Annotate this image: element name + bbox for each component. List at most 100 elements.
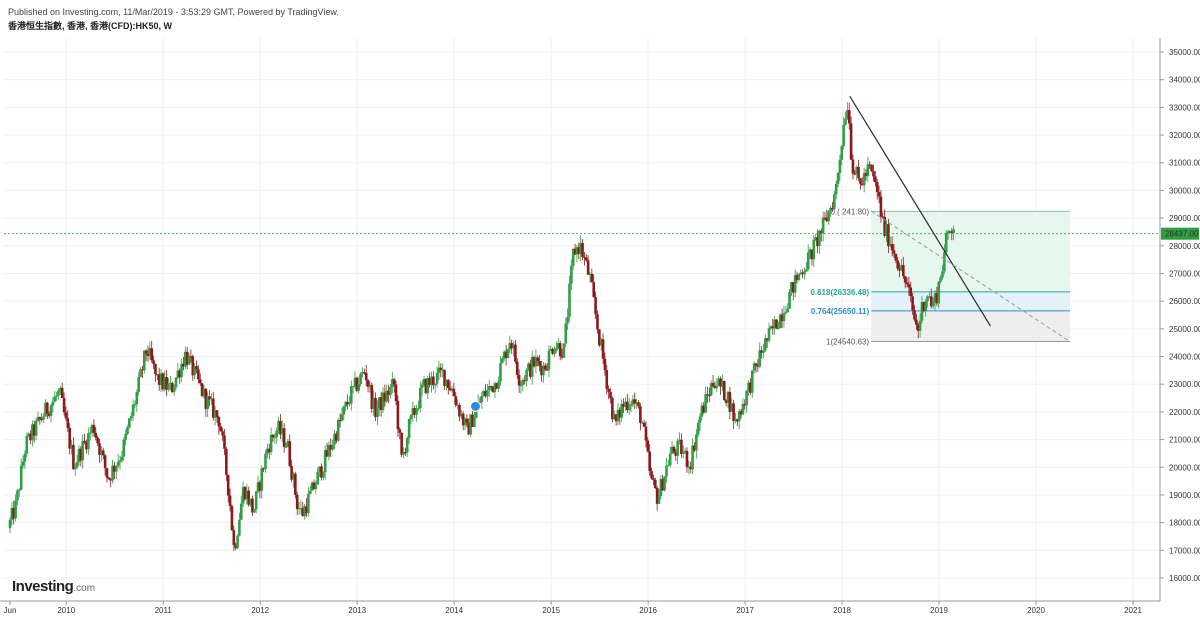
candle-body <box>510 343 513 349</box>
candle-body <box>415 408 418 415</box>
candle-body <box>182 363 185 367</box>
candle-body <box>890 244 894 251</box>
candle-body <box>879 196 883 217</box>
candle-body <box>916 324 920 331</box>
candle-body <box>926 296 929 302</box>
candle-body <box>657 496 661 504</box>
candle-body <box>363 372 366 374</box>
candle-body <box>355 377 359 391</box>
candle-body <box>129 416 133 419</box>
candle-body <box>601 339 605 359</box>
candle-body <box>57 390 60 396</box>
candle-body <box>713 385 717 388</box>
x-tick-label: 2013 <box>348 606 366 615</box>
candle-body <box>176 370 180 378</box>
y-tick-label: 28000.00 <box>1169 242 1200 251</box>
candle-body <box>187 356 191 365</box>
candle-body <box>909 287 913 297</box>
candle-body <box>737 411 741 422</box>
candle-body <box>803 271 806 275</box>
candle-body <box>695 434 698 451</box>
x-tick-label: Jun <box>4 606 17 615</box>
candle-body <box>245 490 249 500</box>
candle-body <box>769 326 773 329</box>
candle-body <box>952 229 955 233</box>
candle-body <box>159 373 163 385</box>
candle-body <box>791 282 795 293</box>
candle-body <box>90 425 94 433</box>
candle-body <box>708 395 711 397</box>
candle-body <box>588 273 592 275</box>
candle-body <box>335 433 338 441</box>
candle-body <box>887 224 890 247</box>
candle-body <box>838 159 842 174</box>
candle-body <box>931 302 935 307</box>
candle-body <box>87 433 90 450</box>
candle-body <box>484 391 487 397</box>
candle-body <box>683 450 687 453</box>
candle-body <box>747 382 750 391</box>
candle-body <box>527 363 530 370</box>
candle-body <box>894 253 898 261</box>
candle-body <box>482 391 485 396</box>
candle-body <box>44 402 47 417</box>
candle-body <box>840 146 844 160</box>
candle-body <box>366 380 370 387</box>
candle-body <box>696 422 700 435</box>
candle-body <box>262 468 265 470</box>
candle-body <box>295 494 299 510</box>
candle-body <box>605 370 609 389</box>
candle-body <box>156 374 159 376</box>
candle-body <box>846 110 849 119</box>
fib-level-label: 0.618(26336.48) <box>810 288 869 297</box>
candle-body <box>228 495 232 506</box>
candle-body <box>286 441 290 447</box>
x-tick-label: 2018 <box>833 606 851 615</box>
candle-body <box>116 461 120 467</box>
candle-body <box>122 439 126 457</box>
candle-body <box>888 244 892 247</box>
candle-body <box>691 445 694 470</box>
candle-body <box>241 487 245 504</box>
candle-body <box>801 272 804 275</box>
candle-body <box>514 344 517 362</box>
candle-body <box>875 182 879 193</box>
candle-body <box>32 424 36 436</box>
candle-body <box>29 433 32 441</box>
candle-body <box>637 402 640 407</box>
candle-body <box>282 428 286 447</box>
candle-body <box>157 374 161 385</box>
candle-body <box>49 405 53 416</box>
candle-body <box>687 466 691 468</box>
candle-body <box>98 443 101 455</box>
candle-body <box>322 472 325 478</box>
candle-body <box>211 398 215 418</box>
candle-body <box>342 406 346 415</box>
candle-body <box>38 417 42 419</box>
candle-body <box>124 434 127 440</box>
candle-body <box>70 444 73 449</box>
candle-body <box>577 247 581 254</box>
candle-body <box>758 350 762 367</box>
candle-body <box>206 396 209 409</box>
candle-body <box>937 281 941 304</box>
candle-body <box>659 478 663 497</box>
candle-body <box>409 415 413 419</box>
candle-body <box>538 361 541 366</box>
candle-body <box>672 446 676 452</box>
y-tick-label: 25000.00 <box>1169 325 1200 334</box>
candle-body <box>644 426 648 441</box>
candle-body <box>267 448 271 453</box>
candle-body <box>197 369 200 380</box>
candle-body <box>402 452 405 455</box>
candle-body <box>251 498 254 513</box>
candle-body <box>379 397 383 411</box>
candle-body <box>782 313 786 322</box>
candle-body <box>443 369 446 386</box>
y-tick-label: 27000.00 <box>1169 269 1200 278</box>
candle-body <box>323 450 327 473</box>
candle-body <box>773 319 776 329</box>
candle-body <box>426 378 430 394</box>
candle-body <box>620 403 624 418</box>
